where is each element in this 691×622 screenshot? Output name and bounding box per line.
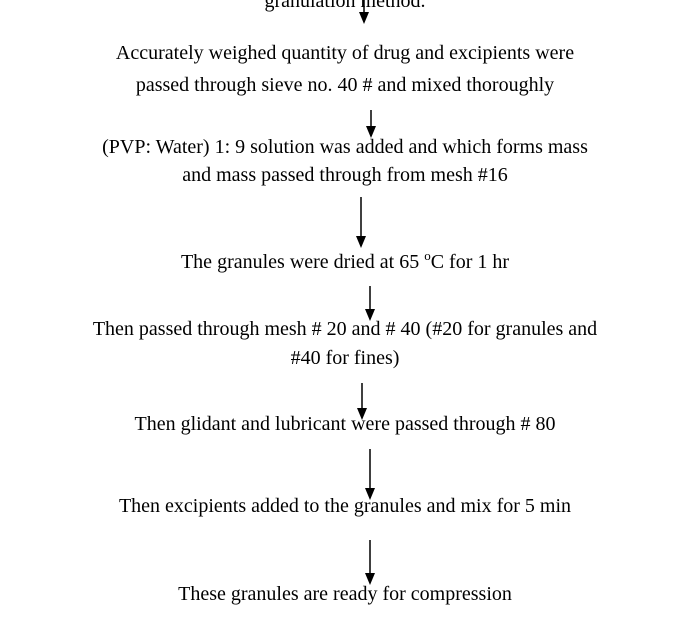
arrow [366,110,376,138]
text-part: C for 1 hr [431,251,510,273]
arrow [365,286,375,321]
arrow [357,383,367,420]
header-text: granulation method. [264,0,425,12]
step-text: The granules were dried at 65 oC for 1 h… [181,248,509,273]
step-text: Then passed through mesh # 20 and # 40 (… [93,318,597,340]
arrow [365,449,375,500]
arrow [359,0,369,24]
arrow [365,540,375,585]
text-part: The granules were dried at 65 [181,251,424,273]
step-text: passed through sieve no. 40 # and mixed … [136,74,554,96]
superscript: o [424,248,431,263]
step-text: and mass passed through from mesh #16 [182,164,508,186]
step-text: #40 for fines) [291,347,400,369]
step-text: (PVP: Water) 1: 9 solution was added and… [102,136,588,158]
step-text: These granules are ready for compression [178,583,512,605]
step-text: Accurately weighed quantity of drug and … [116,42,574,64]
step-text: Then excipients added to the granules an… [119,495,571,517]
arrow [356,197,366,248]
step-text: Then glidant and lubricant were passed t… [135,413,556,435]
